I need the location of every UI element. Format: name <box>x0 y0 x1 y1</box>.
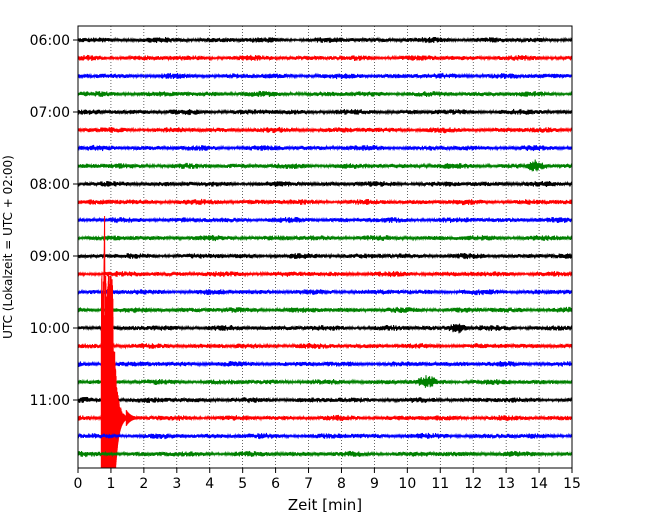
trace-line <box>77 72 573 80</box>
x-axis-ticks: 0 1 2 3 4 5 6 7 8 9 10 11 12 13 14 15 <box>74 468 581 492</box>
x-tick-label: 7 <box>304 476 313 492</box>
x-tick-label: 12 <box>464 476 482 492</box>
plot-frame <box>77 25 573 469</box>
x-tick-label: 11 <box>431 476 449 492</box>
trace-line <box>77 144 573 152</box>
trace-line <box>77 234 573 242</box>
x-tick-label: 6 <box>271 476 280 492</box>
y-tick-label: 07:00 <box>30 105 70 121</box>
trace-line <box>77 159 573 172</box>
trace-line <box>77 375 573 388</box>
x-tick-label: 1 <box>106 476 115 492</box>
trace-line <box>77 36 573 44</box>
trace-line <box>77 450 573 458</box>
y-tick-label: 09:00 <box>30 249 70 265</box>
trace-line <box>77 198 573 206</box>
trace-line <box>77 90 573 98</box>
x-tick-label: 5 <box>238 476 247 492</box>
y-tick-label: 11:00 <box>30 393 70 409</box>
trace-line <box>77 216 573 224</box>
y-tick-label: 10:00 <box>30 321 70 337</box>
trace-line <box>77 270 573 278</box>
x-axis-label: Zeit [min] <box>288 496 362 514</box>
trace-line <box>77 396 573 404</box>
x-tick-label: 2 <box>139 476 148 492</box>
x-tick-label: 10 <box>398 476 416 492</box>
trace-line <box>77 342 573 350</box>
trace-line <box>77 414 573 422</box>
trace-line <box>77 432 573 440</box>
trace-line <box>77 54 573 62</box>
trace-line <box>77 323 573 334</box>
y-tick-label: 08:00 <box>30 177 70 193</box>
x-tick-label: 13 <box>497 476 515 492</box>
x-tick-label: 14 <box>530 476 548 492</box>
x-tick-label: 4 <box>205 476 214 492</box>
trace-line <box>77 288 573 296</box>
trace-line <box>77 252 573 260</box>
trace-line <box>77 126 573 134</box>
seismic-traces <box>77 36 573 469</box>
x-tick-label: 0 <box>74 476 83 492</box>
x-tick-label: 3 <box>172 476 181 492</box>
x-tick-label: 15 <box>563 476 581 492</box>
trace-line <box>77 360 573 368</box>
x-tick-label: 8 <box>337 476 346 492</box>
x-tick-label: 9 <box>370 476 379 492</box>
y-tick-label: 06:00 <box>30 33 70 49</box>
trace-line <box>77 306 573 314</box>
trace-line <box>77 180 573 188</box>
trace-line <box>77 108 573 116</box>
event-spike <box>100 215 142 469</box>
y-axis-label: UTC (Lokalzeit = UTC + 02:00) <box>1 155 15 339</box>
y-axis-ticks: 06:00 07:00 08:00 09:00 10:00 11:00 <box>30 33 78 409</box>
